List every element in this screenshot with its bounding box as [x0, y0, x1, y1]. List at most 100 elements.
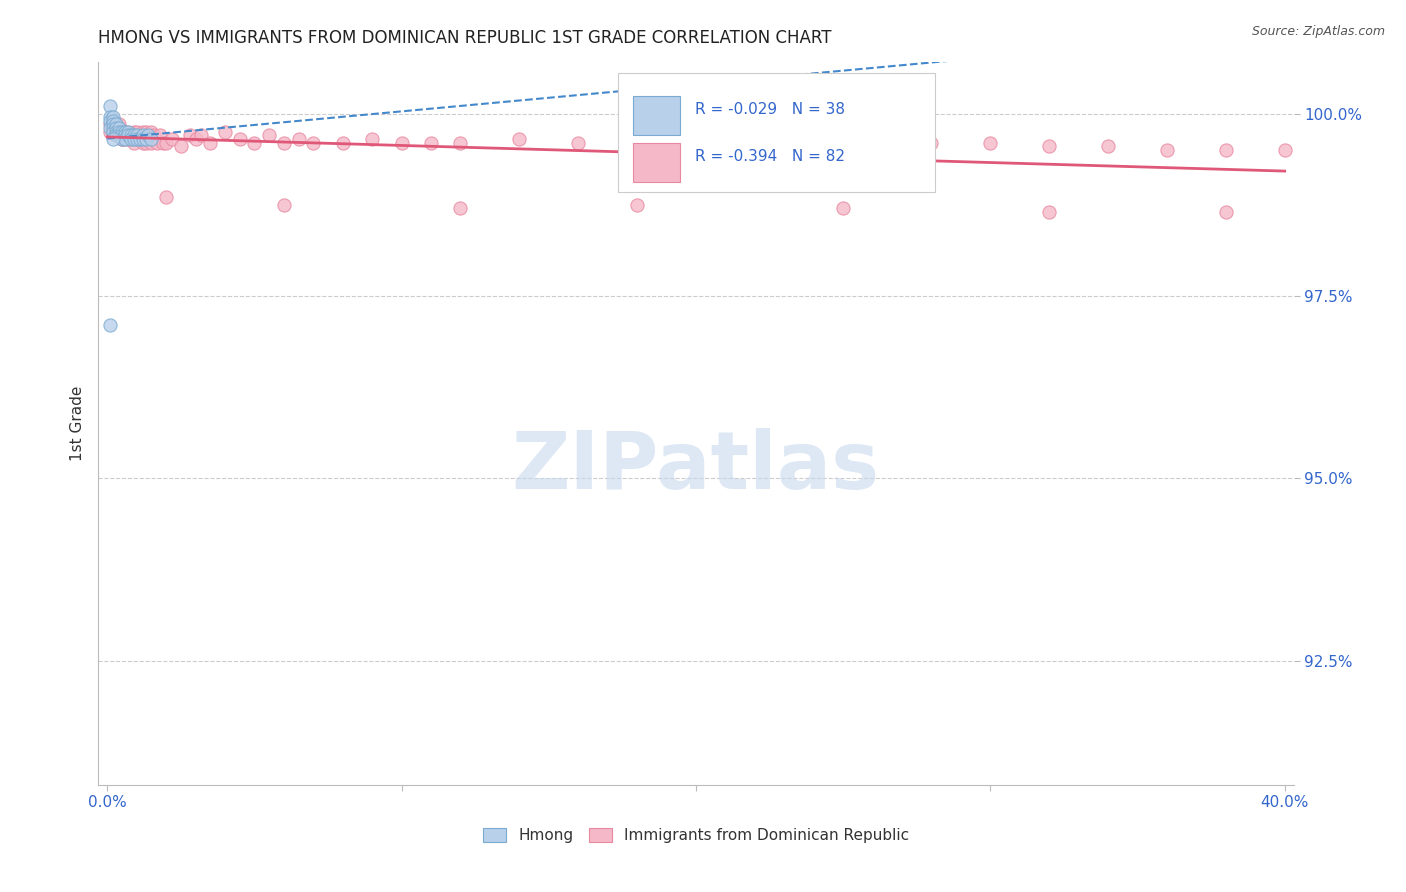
Text: R = -0.029   N = 38: R = -0.029 N = 38 [695, 102, 845, 117]
Point [832, 202, 855, 216]
Point [117, 125, 139, 139]
Point [108, 125, 131, 139]
Point [117, 128, 139, 143]
Point [101, 121, 124, 136]
Point [101, 113, 124, 128]
Point [108, 118, 131, 132]
Point [120, 132, 142, 146]
Point [450, 136, 472, 150]
Point [626, 198, 648, 212]
Point [101, 110, 124, 124]
Point [131, 132, 153, 146]
Point [567, 136, 589, 150]
Point [122, 125, 145, 139]
Point [108, 121, 131, 136]
Point [105, 118, 128, 132]
Point [122, 132, 145, 146]
Point [1215, 143, 1237, 157]
Point [98, 99, 121, 113]
Point [155, 190, 177, 204]
Point [125, 125, 148, 139]
Point [138, 128, 160, 143]
Point [105, 121, 128, 136]
Point [141, 132, 163, 146]
Point [131, 128, 153, 143]
Point [114, 125, 136, 139]
Point [105, 128, 128, 143]
Point [111, 125, 134, 139]
Point [98, 121, 121, 136]
Point [128, 128, 150, 143]
Point [117, 128, 139, 143]
Point [243, 136, 266, 150]
Point [1038, 139, 1060, 153]
Bar [633, 143, 681, 182]
Point [257, 128, 280, 143]
Point [134, 132, 156, 146]
Point [105, 125, 128, 139]
Point [361, 132, 384, 146]
Point [149, 128, 172, 143]
Point [125, 132, 148, 146]
Point [134, 125, 156, 139]
Point [184, 132, 207, 146]
Point [214, 125, 236, 139]
Point [101, 132, 124, 146]
Text: ZIPatlas: ZIPatlas [512, 428, 880, 506]
Point [111, 132, 134, 146]
Point [101, 121, 124, 136]
Point [200, 136, 222, 150]
Point [141, 136, 163, 150]
Point [111, 125, 134, 139]
Point [114, 132, 136, 146]
Point [114, 125, 136, 139]
Point [131, 136, 153, 150]
Point [114, 128, 136, 143]
Point [170, 139, 193, 153]
Point [420, 136, 443, 150]
Point [134, 136, 156, 150]
Point [101, 125, 124, 139]
Point [122, 136, 145, 150]
Point [160, 132, 183, 146]
Text: R = -0.394   N = 82: R = -0.394 N = 82 [695, 149, 845, 164]
Point [117, 132, 139, 146]
Point [98, 318, 121, 333]
Point [105, 128, 128, 143]
Point [744, 136, 766, 150]
Point [108, 125, 131, 139]
Point [120, 128, 142, 143]
Point [98, 110, 121, 124]
Point [125, 128, 148, 143]
Point [111, 128, 134, 143]
Point [228, 132, 250, 146]
Text: HMONG VS IMMIGRANTS FROM DOMINICAN REPUBLIC 1ST GRADE CORRELATION CHART: HMONG VS IMMIGRANTS FROM DOMINICAN REPUB… [98, 29, 832, 47]
Point [626, 136, 648, 150]
Point [111, 128, 134, 143]
Bar [633, 95, 681, 135]
Point [803, 136, 825, 150]
Point [101, 118, 124, 132]
Point [117, 125, 139, 139]
Point [273, 198, 295, 212]
Point [920, 136, 942, 150]
Text: Source: ZipAtlas.com: Source: ZipAtlas.com [1251, 25, 1385, 38]
Point [111, 132, 134, 146]
Point [141, 125, 163, 139]
Point [155, 136, 177, 150]
Point [114, 132, 136, 146]
Point [391, 136, 413, 150]
Point [108, 121, 131, 136]
Point [450, 202, 472, 216]
Point [138, 128, 160, 143]
Point [1097, 139, 1119, 153]
Point [131, 125, 153, 139]
Point [105, 118, 128, 132]
Point [101, 125, 124, 139]
Point [146, 136, 169, 150]
Y-axis label: 1st Grade: 1st Grade [69, 386, 84, 461]
Point [508, 132, 530, 146]
Polygon shape [619, 73, 935, 193]
Point [128, 132, 150, 146]
Point [273, 136, 295, 150]
